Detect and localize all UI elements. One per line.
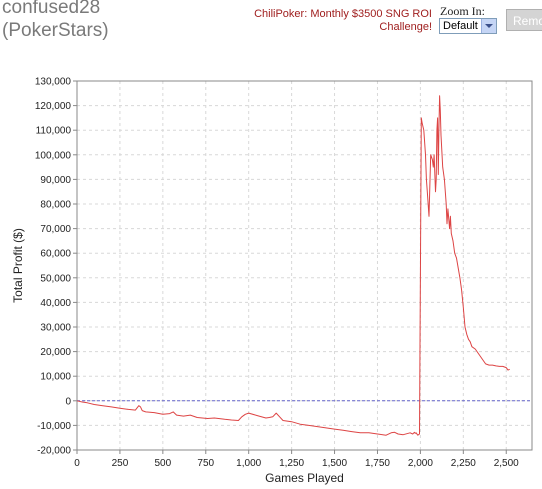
y-tick-label: 0 — [65, 396, 71, 407]
y-axis-title: Total Profit ($) — [11, 228, 25, 303]
y-tick-label: 90,000 — [40, 175, 71, 186]
y-tick-label: 60,000 — [40, 249, 71, 260]
y-tick-label: -10,000 — [37, 421, 71, 432]
x-tick-label: 0 — [74, 458, 80, 469]
y-tick-label: 120,000 — [35, 101, 72, 112]
chevron-down-icon[interactable] — [481, 19, 496, 33]
x-tick-label: 750 — [197, 458, 214, 469]
y-tick-label: 110,000 — [36, 126, 72, 137]
promo-link[interactable]: ChiliPoker: Monthly $3500 SNG ROI Challe… — [254, 8, 432, 33]
x-tick-label: 1,000 — [236, 458, 261, 469]
x-tick-label: 500 — [155, 458, 172, 469]
player-site: (PokerStars) — [2, 20, 109, 41]
y-tick-label: -20,000 — [37, 446, 71, 457]
x-tick-label: 2,000 — [408, 458, 433, 469]
y-tick-label: 100,000 — [35, 150, 72, 161]
x-tick-label: 250 — [112, 458, 129, 469]
chart-grid — [76, 80, 532, 451]
y-tick-label: 70,000 — [40, 224, 71, 235]
plot-area-border — [76, 80, 533, 451]
y-tick-label: 40,000 — [40, 298, 71, 309]
zoom-label: Zoom In: — [440, 4, 485, 18]
y-tick-label: 130,000 — [35, 77, 72, 88]
y-tick-label: 50,000 — [40, 273, 71, 284]
axis-ticks: -20,000 -10,000 0 10,000 20,000 30,000 40,000 5… — [35, 77, 519, 470]
x-tick-label: 2,250 — [451, 458, 476, 469]
x-tick-label: 1,250 — [279, 458, 304, 469]
y-tick-label: 80,000 — [40, 200, 71, 211]
remove-button[interactable]: Remove — [506, 9, 542, 31]
x-tick-label: 1,750 — [365, 458, 390, 469]
y-tick-label: 20,000 — [40, 347, 71, 358]
x-tick-label: 1,500 — [322, 458, 347, 469]
profit-series-line — [76, 95, 510, 436]
zoom-select[interactable]: Default — [439, 18, 497, 34]
x-tick-label: 2,500 — [494, 458, 519, 469]
x-axis-title: Games Played — [265, 471, 344, 485]
y-tick-label: 10,000 — [40, 372, 71, 383]
zoom-select-value: Default — [443, 20, 478, 32]
player-name: confused28 — [2, 0, 101, 18]
y-tick-label: 30,000 — [40, 323, 71, 334]
